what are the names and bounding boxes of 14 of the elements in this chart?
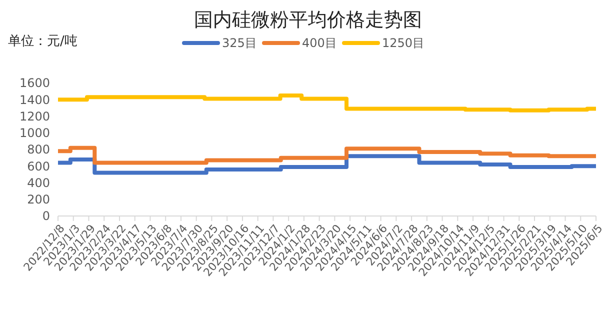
y-tick-label: 0 bbox=[42, 209, 50, 224]
text: 单位：元/吨 bbox=[8, 34, 78, 49]
y-tick-label: 600 bbox=[27, 159, 50, 174]
y-tick-label: 1000 bbox=[19, 126, 50, 140]
legend-label: 400目 bbox=[302, 36, 337, 50]
legend-label: 325目 bbox=[222, 36, 257, 50]
y-tick-label: 1600 bbox=[19, 76, 50, 90]
y-tick-label: 800 bbox=[27, 142, 50, 157]
legend-label: 1250目 bbox=[382, 36, 425, 50]
y-tick-label: 400 bbox=[27, 176, 50, 190]
y-tick-label: 200 bbox=[27, 192, 50, 207]
chart-title: 国内硅微粉平均价格走势图 bbox=[194, 9, 422, 31]
y-tick-label: 1400 bbox=[19, 92, 50, 107]
y-tick-label: 1200 bbox=[19, 109, 50, 124]
